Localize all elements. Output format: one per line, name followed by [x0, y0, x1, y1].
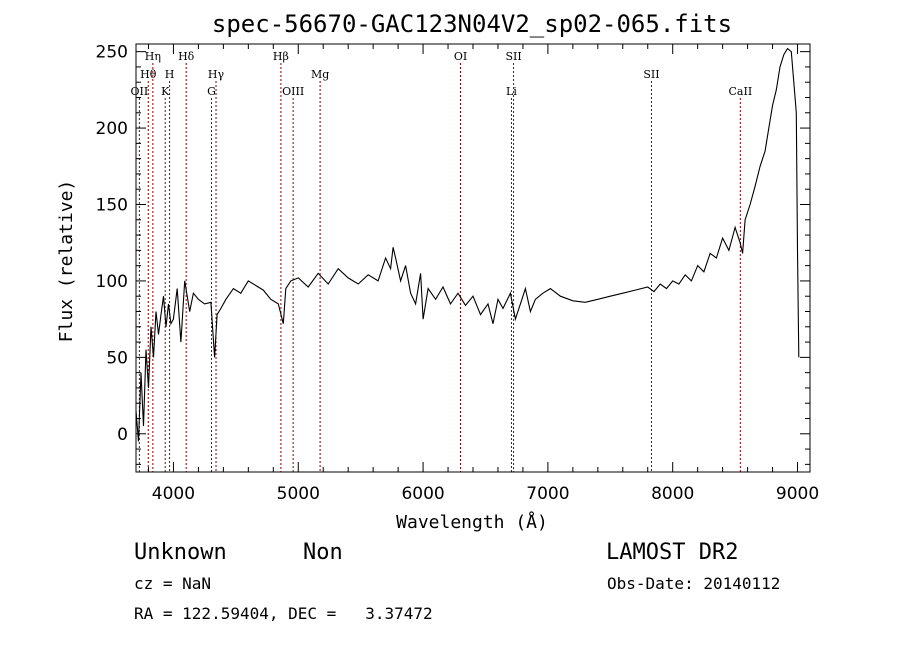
- spectral-line-label: CaII: [729, 85, 753, 98]
- x-tick-label: 7000: [526, 484, 569, 504]
- x-tick-label: 8000: [651, 484, 694, 504]
- spectral-line-label: Hη: [145, 50, 161, 63]
- spectral-line-label: Li: [506, 85, 517, 98]
- spectral-line-label: H: [165, 68, 175, 81]
- redshift-value: cz = NaN: [134, 574, 211, 593]
- x-tick-label: 6000: [401, 484, 444, 504]
- spectral-line-label: Hδ: [178, 50, 195, 63]
- spectral-line-label: Hγ: [208, 68, 225, 81]
- x-axis-label: Wavelength (Å): [396, 511, 548, 533]
- y-tick-label: 150: [96, 196, 128, 216]
- chart-title: spec-56670-GAC123N04V2_sp02-065.fits: [212, 10, 732, 38]
- x-tick-label: 5000: [277, 484, 320, 504]
- spectral-line-label: K: [161, 85, 170, 98]
- observation-date: Obs-Date: 20140112: [607, 574, 780, 593]
- y-tick-label: 200: [96, 119, 128, 139]
- x-tick-label: 4000: [152, 484, 195, 504]
- spectral-line-label: Hθ: [140, 68, 157, 81]
- object-subclass: Non: [303, 540, 343, 565]
- y-axis-label: Flux (relative): [56, 180, 77, 343]
- spectral-line-label: OI: [454, 50, 467, 63]
- y-tick-label: 100: [96, 272, 128, 292]
- spectral-line-label: Mg: [311, 68, 329, 81]
- spectral-line-label: SII: [505, 50, 521, 63]
- spectrum-series-line: [135, 47, 800, 442]
- spectral-line-label: SII: [643, 68, 659, 81]
- y-tick-label: 50: [106, 348, 128, 368]
- survey-name: LAMOST DR2: [606, 540, 738, 565]
- spectral-line-label: Hβ: [273, 50, 289, 63]
- plot-frame: [135, 43, 811, 473]
- x-tick-label: 9000: [776, 484, 819, 504]
- spectral-line-label: OII: [131, 85, 149, 98]
- object-class: Unknown: [134, 540, 227, 565]
- y-tick-label: 0: [117, 425, 128, 445]
- y-tick-label: 250: [96, 43, 128, 63]
- spectral-line-label: OIII: [282, 85, 304, 98]
- axis-ticks: 4000 5000 6000 7000 8000 9000 0 50 100 150 200 250: [96, 43, 820, 504]
- spectral-line-label: G: [207, 85, 216, 98]
- coordinates: RA = 122.59404, DEC = 3.37472: [134, 604, 433, 623]
